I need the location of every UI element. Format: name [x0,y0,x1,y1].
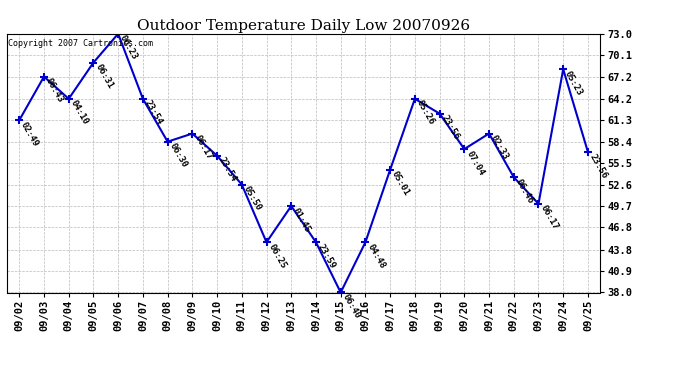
Text: 05:01: 05:01 [390,170,411,198]
Text: 05:26: 05:26 [415,99,436,127]
Text: 06:46: 06:46 [514,177,535,205]
Text: 05:50: 05:50 [241,184,263,212]
Text: 01:45: 01:45 [291,206,313,234]
Text: 02:33: 02:33 [489,134,511,161]
Text: 07:04: 07:04 [464,149,486,177]
Text: 06:17: 06:17 [538,204,560,231]
Text: 04:48: 04:48 [366,242,386,270]
Text: 23:56: 23:56 [440,114,461,141]
Text: 02:49: 02:49 [19,120,41,148]
Text: 06:30: 06:30 [168,142,189,170]
Text: 06:43: 06:43 [44,76,66,104]
Text: 05:23: 05:23 [563,69,584,97]
Text: 23:54: 23:54 [143,99,164,127]
Text: 06:23: 06:23 [118,34,139,62]
Text: 06:17: 06:17 [193,134,214,161]
Title: Outdoor Temperature Daily Low 20070926: Outdoor Temperature Daily Low 20070926 [137,19,470,33]
Text: 06:31: 06:31 [93,63,115,90]
Text: 04:10: 04:10 [69,99,90,127]
Text: 23:59: 23:59 [316,242,337,270]
Text: 23:54: 23:54 [217,156,238,183]
Text: 23:56: 23:56 [588,152,609,180]
Text: Copyright 2007 Cartronics.com: Copyright 2007 Cartronics.com [8,39,153,48]
Text: 06:40: 06:40 [341,292,362,320]
Text: 06:25: 06:25 [266,242,288,270]
